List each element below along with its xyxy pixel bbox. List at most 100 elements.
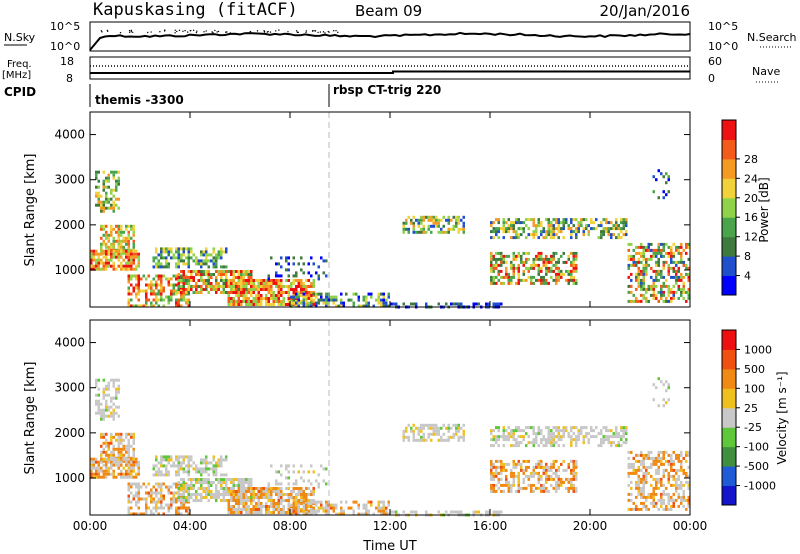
velocity-cell — [532, 429, 535, 433]
power-cell — [275, 297, 278, 300]
power-cell — [225, 282, 228, 285]
power-cell — [582, 218, 585, 222]
power-cell — [655, 269, 658, 273]
power-cell — [462, 227, 465, 231]
power-cell — [257, 285, 260, 288]
power-cell — [132, 239, 135, 243]
velocity-cell — [635, 483, 638, 487]
power-cell — [522, 230, 525, 234]
velocity-cell — [655, 471, 658, 475]
power-cell — [147, 298, 150, 302]
power-cell — [300, 291, 303, 294]
power-cell — [617, 224, 620, 228]
power-cell — [107, 264, 110, 268]
power-cell — [180, 247, 183, 251]
velocity-cell — [222, 478, 225, 481]
velocity-cell — [545, 438, 548, 442]
power-cell — [317, 274, 320, 278]
power-cell — [662, 299, 665, 303]
power-cell — [532, 275, 535, 279]
power-cell — [227, 294, 230, 297]
power-cell — [627, 242, 630, 246]
power-cell — [135, 277, 138, 281]
velocity-cell — [172, 461, 175, 465]
power-cell — [187, 279, 190, 282]
power-cell — [637, 278, 640, 282]
velocity-cell — [312, 511, 315, 514]
x-tick-label: 04:00 — [173, 519, 208, 533]
velocity-cell — [577, 429, 580, 433]
power-cell — [490, 230, 493, 234]
nsky-dot — [287, 31, 289, 33]
power-cell — [650, 275, 653, 279]
power-cell — [300, 294, 303, 297]
velocity-cell — [307, 509, 310, 513]
power-cell — [370, 295, 373, 299]
nsky-dot — [278, 29, 280, 31]
velocity-cell — [645, 504, 648, 508]
power-cell — [462, 230, 465, 234]
velocity-cell — [105, 441, 108, 445]
power-cell — [117, 170, 120, 174]
velocity-cell — [185, 499, 188, 502]
power-cell — [195, 285, 198, 288]
velocity-cell — [435, 432, 438, 436]
power-cell — [622, 224, 625, 228]
velocity-cell — [547, 477, 550, 481]
velocity-cell — [437, 510, 440, 514]
power-cell — [117, 179, 120, 183]
velocity-cell — [575, 471, 578, 475]
nsky-dot — [196, 30, 198, 32]
velocity-cell — [642, 462, 645, 466]
velocity-cell — [545, 480, 548, 484]
power-cell — [182, 262, 185, 266]
velocity-cell — [612, 432, 615, 436]
power-cell — [130, 261, 133, 265]
power-cell — [507, 227, 510, 231]
power-cell — [305, 295, 308, 299]
velocity-cell — [300, 487, 303, 490]
velocity-cell — [160, 461, 163, 465]
velocity-cell — [672, 462, 675, 466]
velocity-cell — [642, 459, 645, 463]
velocity-cell — [145, 485, 148, 489]
power-cell — [97, 179, 100, 183]
velocity-cell — [490, 459, 493, 463]
power-cell — [325, 301, 328, 305]
power-cell — [155, 295, 158, 299]
power-cell — [320, 256, 323, 260]
power-cell — [180, 291, 183, 294]
power-cell — [450, 302, 453, 306]
power-cell — [520, 227, 523, 231]
velocity-cell — [132, 453, 135, 457]
velocity-cell — [102, 469, 105, 473]
power-cell — [255, 294, 258, 297]
power-cell — [572, 251, 575, 255]
power-cell — [200, 288, 203, 291]
nsky-dot — [225, 31, 227, 33]
velocity-cell — [547, 426, 550, 430]
power-cell — [232, 270, 235, 273]
power-cell — [205, 273, 208, 276]
power-cell — [510, 275, 513, 279]
power-cell — [120, 248, 123, 252]
velocity-cell — [625, 438, 628, 442]
velocity-cell — [192, 478, 195, 481]
velocity-cell — [232, 505, 235, 508]
velocity-cell — [245, 502, 248, 505]
velocity-cell — [277, 487, 280, 490]
velocity-cell — [657, 480, 660, 484]
velocity-cell — [205, 467, 208, 471]
power-cell — [282, 285, 285, 288]
power-cell — [535, 230, 538, 234]
power-cell — [190, 288, 193, 291]
velocity-cell — [682, 492, 685, 496]
velocity-cell — [232, 484, 235, 487]
power-cell — [117, 182, 120, 186]
velocity-cell — [617, 432, 620, 436]
power-cell — [555, 218, 558, 222]
power-cell — [637, 275, 640, 279]
velocity-ylabel: Slant Range [km] — [23, 362, 38, 475]
velocity-cell — [642, 453, 645, 457]
power-cell — [127, 230, 130, 234]
